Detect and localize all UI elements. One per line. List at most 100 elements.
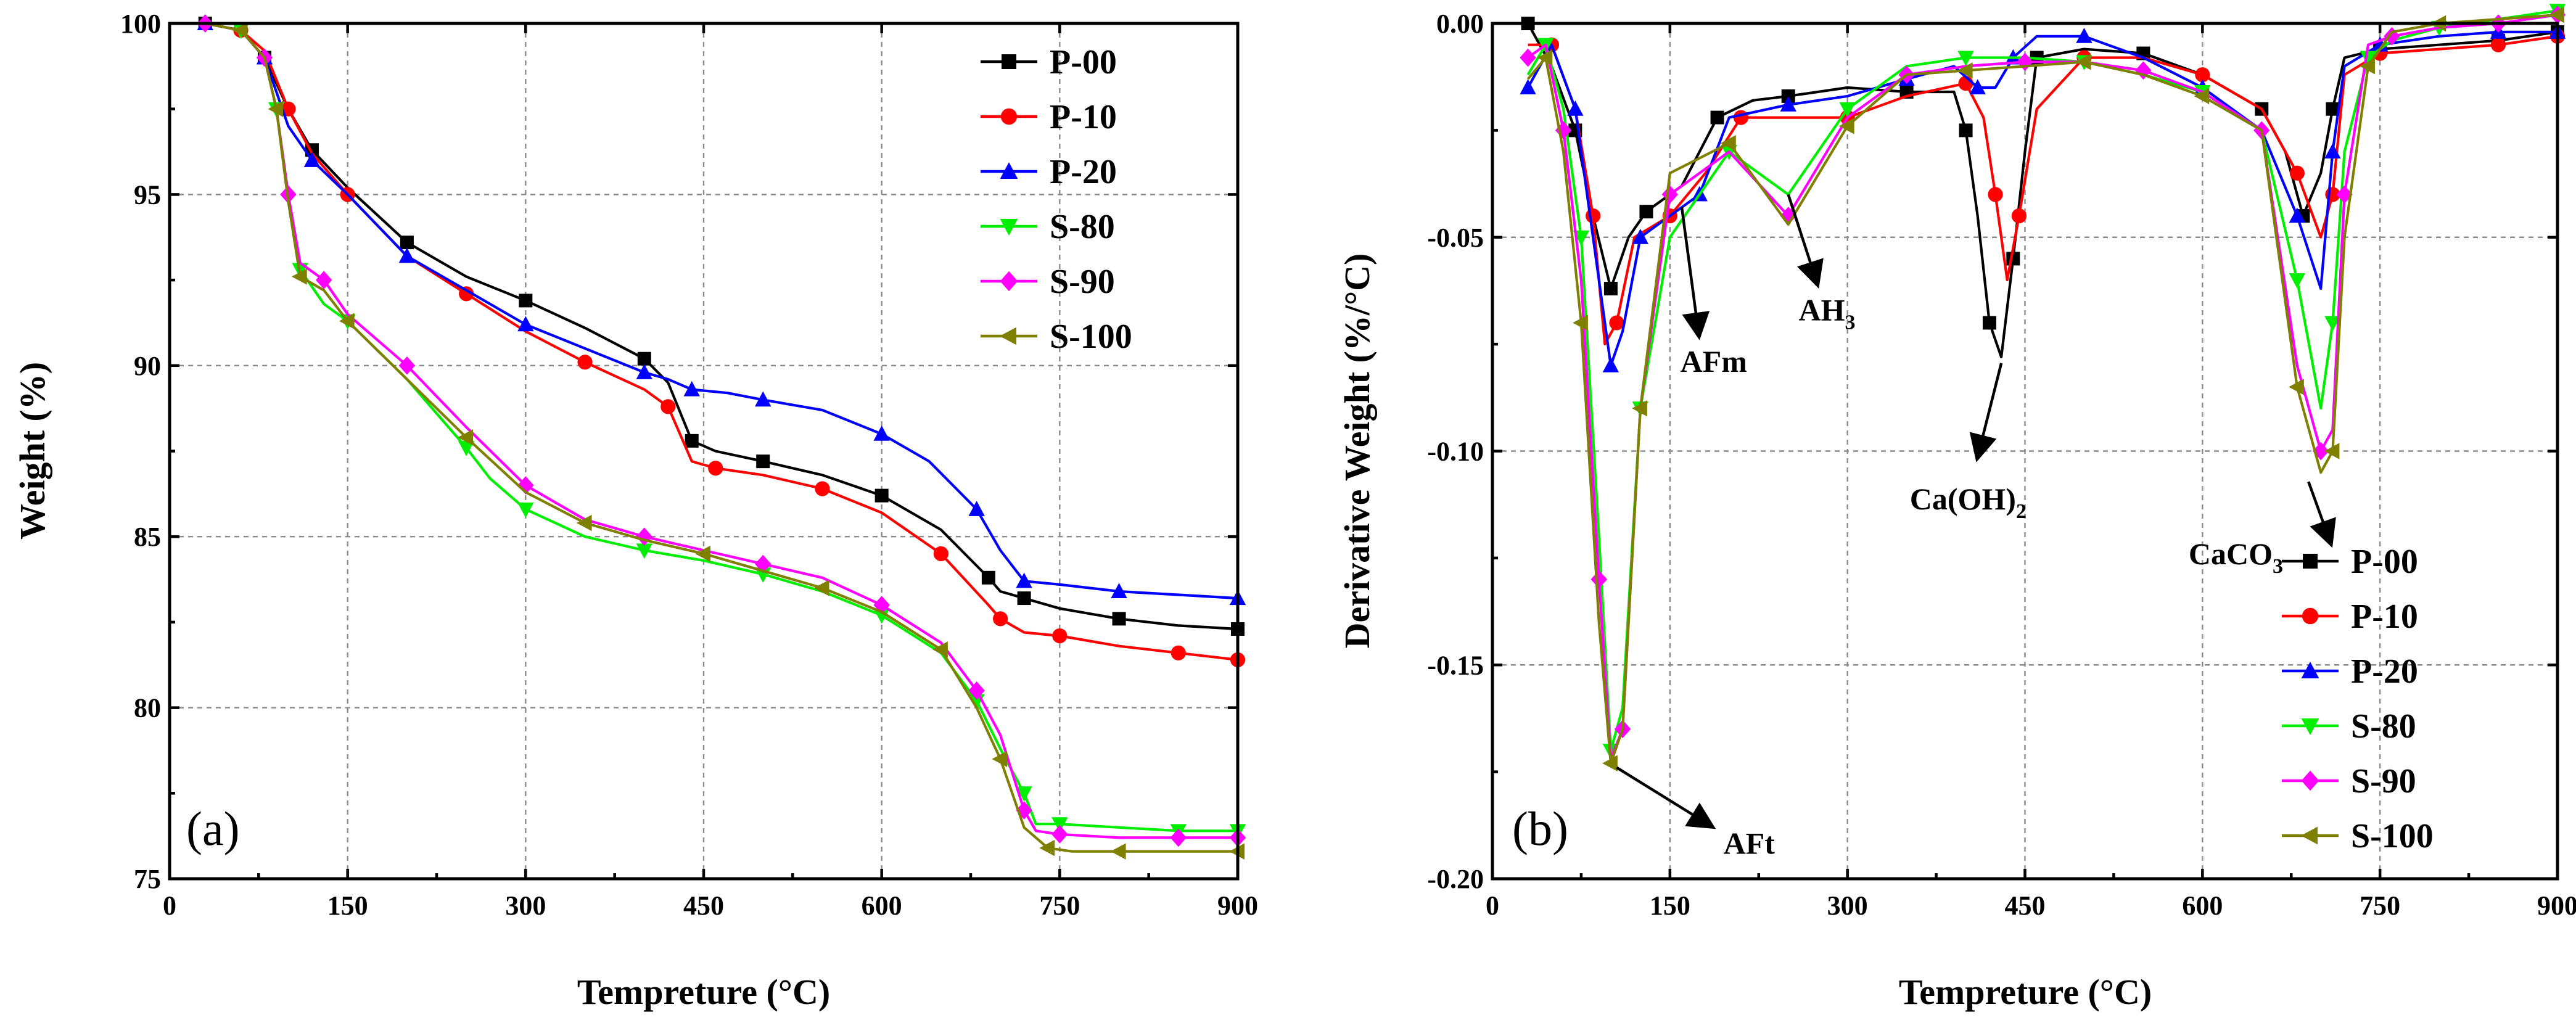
a-line-s-100 bbox=[205, 22, 1238, 853]
b-point-p-10 bbox=[2490, 37, 2506, 52]
a-point-p-10 bbox=[1171, 645, 1186, 660]
b-y-tick-label: -0.15 bbox=[1427, 650, 1484, 680]
b-point-s-80 bbox=[1839, 102, 1856, 118]
a-legend-marker bbox=[1002, 54, 1016, 69]
b-point-p-20 bbox=[1602, 357, 1619, 372]
b-point-s-90 bbox=[1590, 570, 1607, 589]
b-point-p-20 bbox=[2324, 143, 2341, 159]
a-point-p-10 bbox=[1052, 628, 1068, 644]
a-line-s-80 bbox=[205, 22, 1238, 833]
panel-a-y-axis-label: Weight (%) bbox=[12, 362, 52, 540]
a-point-p-00 bbox=[519, 294, 533, 308]
a-point-s-80 bbox=[517, 502, 534, 518]
b-point-s-90 bbox=[2017, 52, 2033, 72]
b-point-p-10 bbox=[2289, 165, 2305, 181]
panel-a-label: (a) bbox=[186, 802, 240, 855]
annotation-label: CaCO3 bbox=[2189, 537, 2283, 578]
b-point-p-00 bbox=[1639, 205, 1653, 219]
a-point-p-10 bbox=[660, 399, 676, 414]
b-legend-marker bbox=[2302, 607, 2319, 625]
a-legend-item-p-20: P-20 bbox=[981, 153, 1117, 191]
b-point-p-20 bbox=[2076, 28, 2092, 43]
b-point-s-100 bbox=[2289, 379, 2304, 395]
annotation-arrow bbox=[1616, 766, 1716, 829]
panel-a-x-axis-label: Tempreture (°C) bbox=[577, 972, 830, 1012]
panel-a-weight-chart: 0 150 300 450 600 750 900 75 80 85 90 95 100 (a) Tem… bbox=[12, 9, 1258, 1012]
b-legend-item-s-80: S-80 bbox=[2282, 707, 2416, 746]
a-y-tick-label: 90 bbox=[134, 351, 161, 381]
b-legend-marker bbox=[2301, 718, 2319, 735]
a-x-tick-label: 300 bbox=[505, 890, 546, 921]
a-point-p-00 bbox=[1112, 612, 1126, 626]
annotation-afm: AFm bbox=[1681, 207, 1747, 379]
a-point-p-10 bbox=[815, 481, 830, 496]
a-point-p-00 bbox=[874, 488, 889, 503]
a-point-s-100 bbox=[268, 101, 284, 117]
b-legend-marker bbox=[2301, 662, 2319, 678]
a-point-s-100 bbox=[932, 641, 948, 658]
a-x-tick-label: 450 bbox=[683, 890, 724, 921]
b-x-tick-label: 450 bbox=[2005, 890, 2046, 921]
a-y-tick-label: 80 bbox=[134, 693, 161, 723]
b-legend-item-s-100: S-100 bbox=[2282, 817, 2434, 855]
a-point-s-100 bbox=[339, 313, 355, 329]
a-legend-marker bbox=[1000, 327, 1016, 345]
b-point-s-90 bbox=[1555, 121, 1572, 140]
b-point-p-10 bbox=[2195, 67, 2210, 83]
panel-a-legend: P-00 P-10 P-20 S-80 S-90 S-100 bbox=[981, 43, 1132, 356]
b-series-s-100 bbox=[1526, 6, 2564, 771]
b-point-s-100 bbox=[2324, 443, 2340, 459]
a-legend-item-p-10: P-10 bbox=[981, 98, 1117, 136]
b-point-s-90 bbox=[2313, 442, 2329, 461]
b-point-p-00 bbox=[1781, 89, 1795, 103]
b-point-p-10 bbox=[1988, 187, 2003, 202]
b-line-s-90 bbox=[1527, 14, 2558, 760]
b-legend-label: S-90 bbox=[2351, 762, 2416, 800]
a-point-p-00 bbox=[981, 570, 995, 585]
a-legend-item-s-100: S-100 bbox=[981, 318, 1132, 356]
b-point-s-100 bbox=[1721, 134, 1736, 152]
b-y-tick-label: -0.05 bbox=[1427, 223, 1484, 253]
a-x-tick-label: 150 bbox=[327, 890, 368, 921]
a-y-tick-label: 85 bbox=[134, 522, 161, 552]
a-legend-item-s-90: S-90 bbox=[981, 263, 1115, 301]
annotation-arrow bbox=[2307, 481, 2336, 548]
a-point-s-90 bbox=[968, 681, 985, 700]
a-series-p-20 bbox=[197, 15, 1246, 606]
annotation-label: Ca(OH)2 bbox=[1910, 482, 2027, 523]
annotation-subscript: 3 bbox=[1845, 311, 1855, 334]
b-point-s-80 bbox=[2324, 316, 2341, 332]
b-point-s-100 bbox=[2194, 88, 2210, 105]
annotation-text: AH bbox=[1798, 293, 1845, 327]
b-point-s-100 bbox=[1573, 315, 1588, 331]
b-line-p-20 bbox=[1526, 30, 2557, 367]
b-legend-item-s-90: S-90 bbox=[2282, 762, 2416, 800]
annotation-arrow bbox=[1969, 363, 2003, 463]
annotation-subscript: 3 bbox=[2273, 555, 2283, 578]
a-point-s-80 bbox=[636, 543, 652, 559]
b-x-tick-label: 900 bbox=[2537, 890, 2576, 921]
b-point-s-80 bbox=[1573, 230, 1590, 246]
b-point-s-100 bbox=[1537, 49, 1553, 66]
a-point-s-80 bbox=[458, 440, 475, 456]
a-series-s-100 bbox=[205, 22, 1245, 860]
b-point-s-90 bbox=[1780, 207, 1796, 225]
a-point-p-20 bbox=[683, 380, 700, 397]
a-point-s-90 bbox=[636, 527, 652, 546]
panel-a-ticks: 0 150 300 450 600 750 900 75 80 85 90 95 100 bbox=[120, 9, 1258, 921]
a-point-s-80 bbox=[873, 608, 890, 624]
a-point-p-10 bbox=[708, 461, 723, 476]
b-point-p-00 bbox=[1710, 110, 1724, 125]
b-x-tick-label: 150 bbox=[1650, 890, 1690, 921]
a-point-p-20 bbox=[1016, 572, 1032, 588]
b-point-p-00 bbox=[1982, 316, 1996, 330]
a-point-s-100 bbox=[992, 750, 1008, 768]
annotation-arrow bbox=[1680, 207, 1710, 340]
b-legend-label: S-100 bbox=[2351, 817, 2434, 855]
a-y-tick-label: 100 bbox=[120, 9, 161, 39]
b-point-p-20 bbox=[1632, 229, 1649, 244]
a-legend-label: S-100 bbox=[1050, 318, 1132, 356]
panel-a-grid bbox=[170, 23, 1238, 879]
a-point-s-100 bbox=[1039, 839, 1055, 857]
